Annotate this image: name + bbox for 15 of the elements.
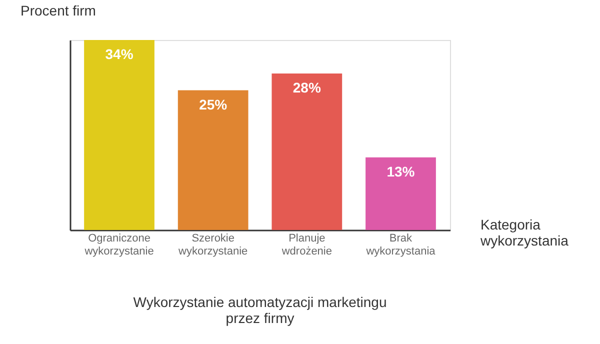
data-label: 25% [199, 96, 228, 112]
y-axis-title: Procent firm [20, 2, 96, 18]
text: Wykorzystanie automatyzacji marketingu przez firmy [133, 294, 387, 326]
x-tick-label: Szerokie wykorzystanie [178, 232, 248, 258]
data-label: 34% [105, 46, 134, 62]
data-label: 13% [386, 163, 416, 180]
bar [178, 90, 248, 230]
x-tick-label: Planuje wdrożenie [280, 232, 332, 258]
bar [366, 157, 436, 230]
bar [272, 74, 342, 230]
x-tick-label: Ograniczone wykorzystanie [84, 232, 154, 258]
bar [84, 40, 154, 230]
x-tick-label: Brak wykorzystania [365, 232, 436, 258]
data-label: 28% [292, 80, 322, 96]
x-axis-title: Kategoria wykorzystania [480, 216, 569, 248]
